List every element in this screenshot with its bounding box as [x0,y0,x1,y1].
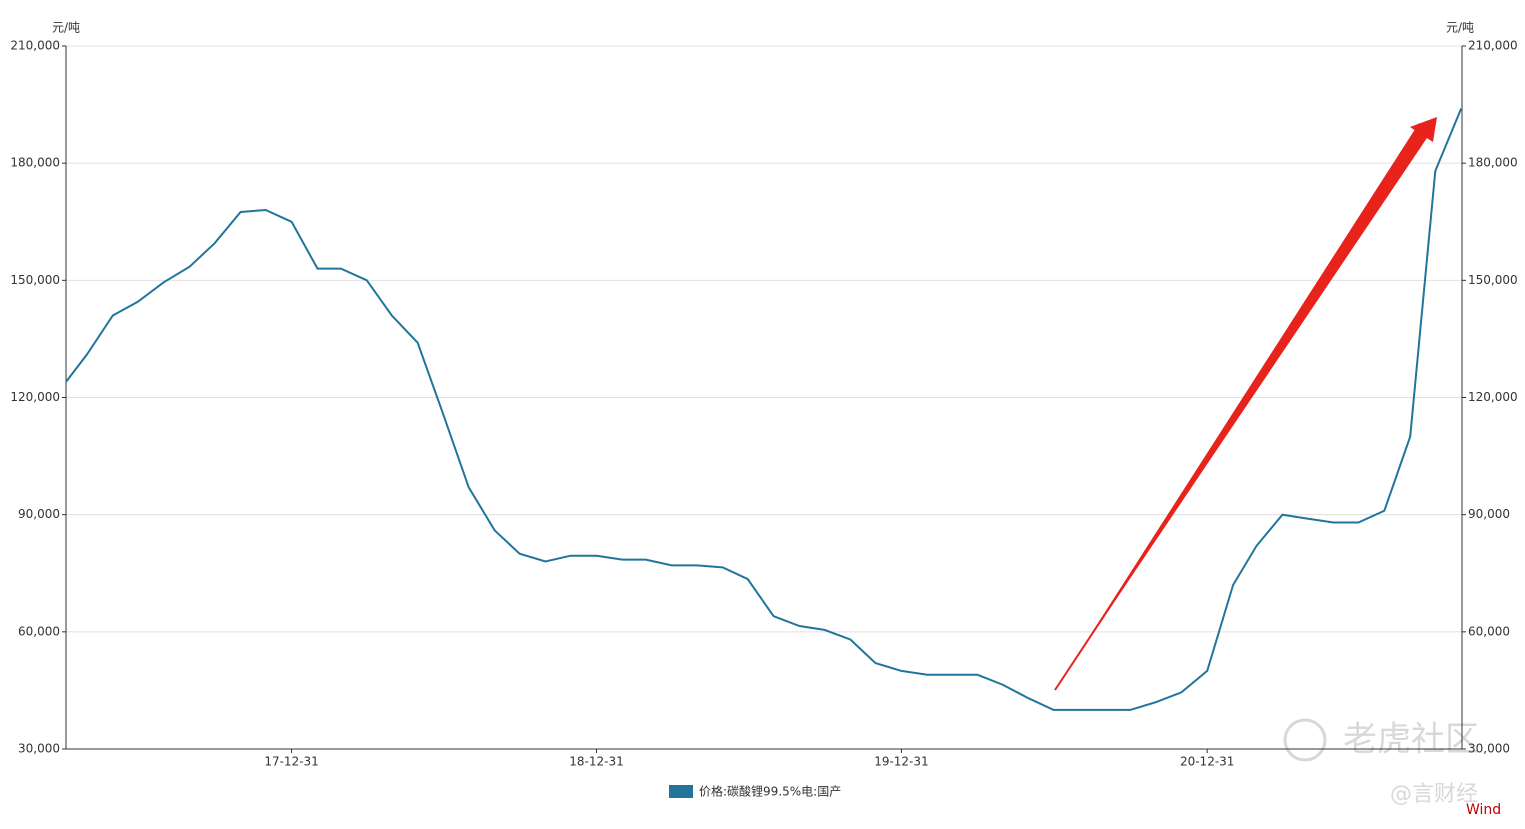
y2-tick-label: 180,000 [1468,156,1518,170]
x-tick-label: 17-12-31 [264,755,318,769]
y2-tick-label: 150,000 [1468,273,1518,287]
arrow-head [1410,117,1437,142]
x-tick-label: 18-12-31 [569,755,623,769]
arrow-body [1055,123,1431,690]
y-tick-label: 210,000 [10,39,60,53]
y-tick-label: 150,000 [10,273,60,287]
y2-axis-unit: 元/吨 [1446,21,1474,35]
y2-tick-label: 210,000 [1468,39,1518,53]
y-tick-label: 180,000 [10,156,60,170]
trend-arrow [1054,117,1437,691]
legend-swatch [669,785,693,798]
y-tick-label: 30,000 [18,742,60,756]
y-tick-label: 60,000 [18,624,60,638]
legend-label: 价格:碳酸锂99.5%电:国产 [699,784,841,799]
x-tick-label: 19-12-31 [874,755,928,769]
y-tick-label: 90,000 [18,507,60,521]
x-tick-label: 20-12-31 [1180,755,1234,769]
watermark: @言财经 [1390,782,1478,807]
y-axis-unit: 元/吨 [52,21,80,35]
price-line [65,108,1463,711]
watermark-logo [1283,718,1327,762]
y-tick-label: 120,000 [10,390,60,404]
y2-tick-label: 30,000 [1468,742,1510,756]
watermark: 老虎社区 [1343,720,1479,760]
y2-tick-label: 120,000 [1468,390,1518,404]
y2-tick-label: 60,000 [1468,624,1510,638]
y2-tick-label: 90,000 [1468,507,1510,521]
source: Wind [1466,802,1501,818]
